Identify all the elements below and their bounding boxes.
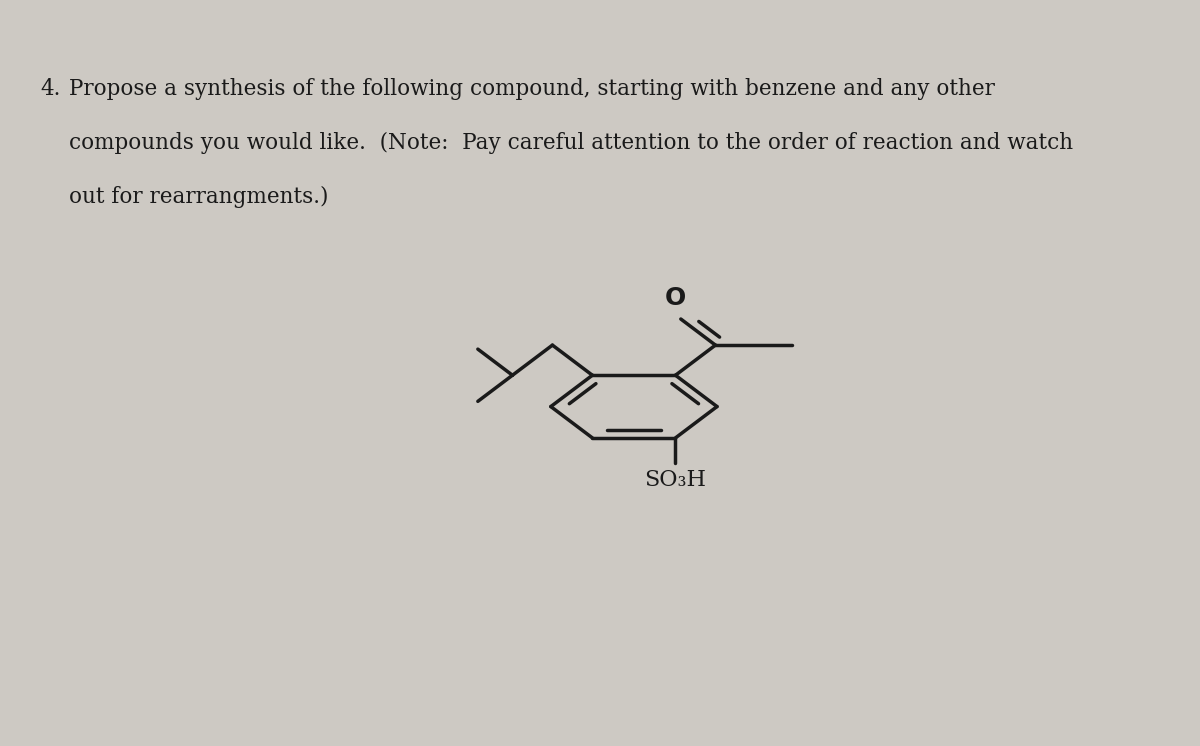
Text: compounds you would like.  (Note:  Pay careful attention to the order of reactio: compounds you would like. (Note: Pay car… — [70, 132, 1073, 154]
Text: Propose a synthesis of the following compound, starting with benzene and any oth: Propose a synthesis of the following com… — [70, 78, 995, 100]
Text: O: O — [665, 286, 686, 310]
Text: 4.: 4. — [41, 78, 61, 100]
Text: out for rearrangments.): out for rearrangments.) — [70, 186, 329, 208]
Text: SO₃H: SO₃H — [644, 469, 707, 492]
